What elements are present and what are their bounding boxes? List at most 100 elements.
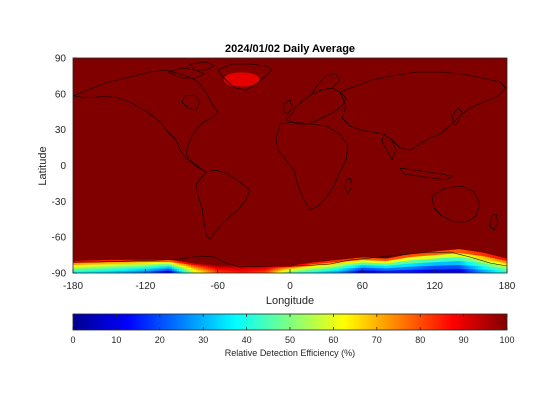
deficit-cell: [200, 267, 204, 270]
deficit-cell: [458, 269, 462, 273]
deficit-cell: [299, 264, 303, 267]
deficit-cell: [97, 268, 101, 272]
deficit-cell: [220, 268, 224, 271]
deficit-cell: [80, 264, 84, 268]
deficit-cell: [396, 256, 400, 260]
deficit-cell: [147, 262, 151, 265]
deficit-cell: [118, 270, 122, 273]
deficit-cell: [116, 262, 120, 265]
deficit-cell: [133, 266, 137, 270]
deficit-cell: [357, 262, 361, 267]
deficit-cell: [456, 253, 460, 258]
deficit-cell: [384, 270, 388, 273]
deficit-cell: [142, 270, 146, 273]
deficit-cell: [258, 267, 262, 269]
deficit-cell: [473, 255, 477, 260]
deficit-cell: [374, 260, 378, 264]
deficit-cell: [292, 270, 296, 273]
deficit-cell: [253, 269, 257, 272]
deficit-cell: [453, 269, 457, 273]
deficit-cell: [492, 255, 496, 259]
x-axis-label: Longitude: [266, 295, 314, 307]
deficit-cell: [345, 263, 349, 267]
deficit-cell: [150, 264, 154, 268]
deficit-cell: [232, 265, 236, 268]
deficit-cell: [236, 270, 240, 273]
deficit-cell: [193, 269, 197, 273]
deficit-cell: [309, 264, 313, 267]
deficit-cell: [502, 270, 506, 273]
deficit-cell: [183, 262, 187, 265]
deficit-cell: [227, 268, 231, 271]
deficit-cell: [179, 265, 183, 268]
deficit-cell: [162, 266, 166, 270]
deficit-cell: [109, 268, 113, 272]
deficit-cell: [326, 260, 330, 264]
deficit-cell: [232, 271, 236, 273]
deficit-cell: [482, 266, 486, 271]
deficit-cell: [396, 264, 400, 269]
deficit-cell: [121, 264, 125, 268]
deficit-cell: [381, 265, 385, 269]
deficit-cell: [420, 262, 424, 267]
deficit-cell: [468, 269, 472, 273]
deficit-cell: [376, 268, 380, 272]
deficit-cell: [427, 269, 431, 273]
deficit-cell: [186, 262, 190, 265]
y-tick-label: 30: [55, 125, 67, 136]
deficit-cell: [446, 261, 450, 266]
deficit-cell: [73, 265, 77, 268]
deficit-cell: [179, 263, 183, 266]
deficit-cell: [420, 259, 424, 264]
deficit-cell: [167, 264, 171, 268]
deficit-cell: [294, 268, 298, 271]
deficit-cell: [273, 270, 277, 273]
deficit-cell: [273, 267, 277, 269]
deficit-cell: [99, 262, 103, 266]
deficit-cell: [494, 255, 498, 260]
deficit-cell: [497, 259, 501, 263]
deficit-cell: [212, 269, 216, 272]
deficit-cell: [290, 270, 294, 273]
deficit-cell: [451, 269, 455, 273]
deficit-cell: [369, 265, 373, 269]
deficit-cell: [396, 267, 400, 271]
deficit-cell: [422, 266, 426, 271]
deficit-cell: [234, 265, 238, 268]
deficit-cell: [232, 268, 236, 271]
deficit-cell: [335, 270, 339, 273]
deficit-cell: [244, 267, 248, 269]
deficit-cell: [485, 269, 489, 273]
deficit-cell: [169, 270, 173, 273]
deficit-cell: [359, 270, 363, 273]
deficit-cell: [410, 253, 414, 258]
deficit-cell: [85, 264, 89, 268]
deficit-cell: [123, 270, 127, 273]
chart-title: 2024/01/02 Daily Average: [225, 43, 355, 55]
deficit-cell: [256, 265, 260, 268]
deficit-cell: [159, 268, 163, 272]
deficit-cell: [340, 270, 344, 273]
deficit-cell: [338, 261, 342, 265]
deficit-cell: [434, 258, 438, 263]
deficit-cell: [275, 269, 279, 272]
deficit-cell: [181, 271, 185, 273]
deficit-cell: [229, 268, 233, 271]
deficit-cell: [277, 265, 281, 268]
deficit-cell: [186, 271, 190, 273]
coastline-madagascar: [344, 177, 353, 195]
colorbar-label: Relative Detection Efficiency (%): [225, 348, 355, 358]
deficit-cell: [150, 270, 154, 273]
deficit-cell: [309, 262, 313, 266]
deficit-cell: [374, 258, 378, 262]
deficit-cell: [92, 266, 96, 270]
deficit-cell: [468, 254, 472, 259]
deficit-cell: [205, 271, 209, 273]
deficit-cell: [208, 268, 212, 271]
deficit-cell: [497, 262, 501, 266]
deficit-cell: [251, 270, 255, 273]
deficit-cell: [176, 271, 180, 273]
deficit-cell: [94, 266, 98, 270]
deficit-cell: [335, 262, 339, 265]
deficit-cell: [437, 251, 441, 256]
